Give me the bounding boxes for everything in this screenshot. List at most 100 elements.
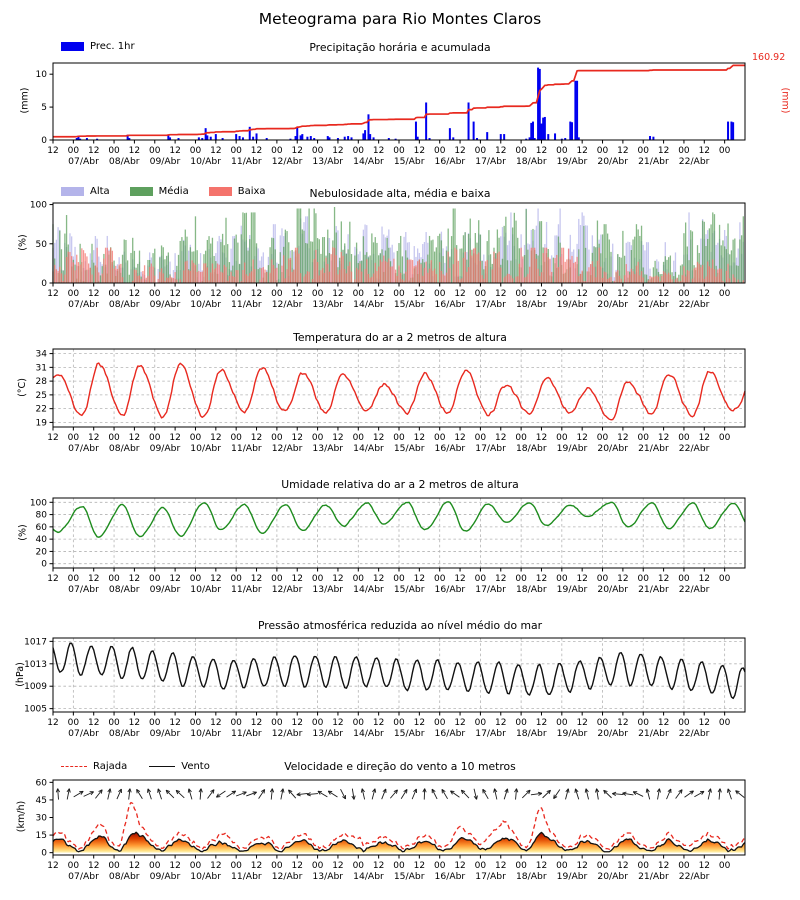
svg-text:00: 00	[597, 146, 609, 156]
svg-text:09/Abr: 09/Abr	[150, 584, 181, 595]
svg-text:12: 12	[292, 861, 303, 871]
panel-title-wind: Velocidade e direção do vento a 10 metro…	[284, 760, 516, 773]
svg-text:15/Abr: 15/Abr	[394, 443, 425, 454]
svg-text:14/Abr: 14/Abr	[353, 156, 384, 167]
svg-text:12: 12	[292, 289, 303, 299]
svg-text:00: 00	[353, 574, 365, 584]
svg-text:13/Abr: 13/Abr	[312, 584, 343, 595]
svg-text:1017: 1017	[24, 637, 47, 647]
svg-text:10: 10	[36, 70, 48, 80]
svg-text:00: 00	[638, 718, 650, 728]
svg-text:08/Abr: 08/Abr	[109, 584, 140, 595]
svg-text:12: 12	[129, 574, 140, 584]
svg-text:08/Abr: 08/Abr	[109, 299, 140, 310]
svg-text:00: 00	[190, 861, 202, 871]
svg-text:00: 00	[149, 289, 161, 299]
svg-text:17/Abr: 17/Abr	[475, 156, 506, 167]
svg-text:12: 12	[454, 718, 465, 728]
panel-title-precipitation: Precipitação horária e acumulada	[309, 41, 491, 54]
svg-text:21/Abr: 21/Abr	[638, 156, 669, 167]
svg-text:12: 12	[699, 574, 710, 584]
panel-title-humidity: Umidade relativa do ar a 2 metros de alt…	[281, 478, 519, 491]
svg-text:13/Abr: 13/Abr	[312, 443, 343, 454]
svg-text:12: 12	[576, 146, 587, 156]
svg-text:12: 12	[454, 433, 465, 443]
svg-text:00: 00	[678, 861, 690, 871]
svg-text:12: 12	[169, 718, 180, 728]
svg-text:00: 00	[597, 289, 609, 299]
svg-text:12/Abr: 12/Abr	[272, 443, 303, 454]
ylabel-pressure: (hPa)	[14, 662, 26, 687]
media-swatch	[129, 187, 153, 196]
svg-text:00: 00	[190, 146, 202, 156]
svg-text:12: 12	[495, 574, 506, 584]
svg-text:00: 00	[638, 146, 650, 156]
svg-text:00: 00	[312, 718, 324, 728]
svg-text:22/Abr: 22/Abr	[679, 156, 710, 167]
svg-text:12: 12	[88, 861, 99, 871]
svg-text:00: 00	[434, 861, 446, 871]
svg-text:60: 60	[36, 778, 48, 788]
svg-text:12: 12	[210, 861, 221, 871]
svg-text:08/Abr: 08/Abr	[109, 871, 140, 882]
ylabel-temperature: (°C)	[16, 378, 28, 397]
svg-text:21/Abr: 21/Abr	[638, 443, 669, 454]
svg-text:45: 45	[36, 796, 47, 806]
svg-text:18/Abr: 18/Abr	[516, 728, 547, 739]
svg-text:12: 12	[169, 574, 180, 584]
svg-text:00: 00	[556, 289, 568, 299]
svg-text:00: 00	[312, 146, 324, 156]
svg-text:40: 40	[36, 535, 48, 545]
svg-text:17/Abr: 17/Abr	[475, 871, 506, 882]
svg-text:00: 00	[515, 861, 527, 871]
svg-text:17/Abr: 17/Abr	[475, 728, 506, 739]
svg-text:12: 12	[699, 289, 710, 299]
svg-text:12: 12	[414, 718, 425, 728]
rajada-swatch	[61, 766, 87, 767]
svg-text:13/Abr: 13/Abr	[312, 871, 343, 882]
svg-text:00: 00	[719, 289, 731, 299]
svg-text:00: 00	[149, 574, 161, 584]
svg-text:12: 12	[576, 718, 587, 728]
svg-text:00: 00	[230, 289, 242, 299]
svg-text:00: 00	[515, 433, 527, 443]
svg-text:15/Abr: 15/Abr	[394, 156, 425, 167]
svg-text:07/Abr: 07/Abr	[68, 584, 99, 595]
svg-text:16/Abr: 16/Abr	[435, 443, 466, 454]
svg-text:13/Abr: 13/Abr	[312, 299, 343, 310]
svg-text:1005: 1005	[24, 705, 47, 715]
svg-text:00: 00	[475, 574, 487, 584]
right-ylabel-precipitation: (mm)	[779, 87, 791, 114]
svg-text:28: 28	[36, 377, 48, 387]
svg-text:00: 00	[597, 433, 609, 443]
svg-text:00: 00	[475, 146, 487, 156]
svg-text:12: 12	[47, 574, 58, 584]
svg-text:16/Abr: 16/Abr	[435, 584, 466, 595]
svg-text:15/Abr: 15/Abr	[394, 728, 425, 739]
svg-text:10/Abr: 10/Abr	[190, 299, 221, 310]
svg-text:19/Abr: 19/Abr	[557, 443, 588, 454]
svg-text:00: 00	[475, 289, 487, 299]
svg-text:00: 00	[638, 861, 650, 871]
svg-text:12: 12	[373, 718, 384, 728]
svg-text:00: 00	[393, 718, 405, 728]
svg-text:12: 12	[414, 861, 425, 871]
svg-text:12: 12	[495, 718, 506, 728]
svg-text:00: 00	[353, 433, 365, 443]
svg-text:00: 00	[108, 718, 120, 728]
svg-text:00: 00	[393, 574, 405, 584]
svg-text:00: 00	[678, 289, 690, 299]
svg-text:100: 100	[30, 201, 47, 211]
svg-text:80: 80	[36, 511, 48, 521]
svg-text:12/Abr: 12/Abr	[272, 584, 303, 595]
svg-text:00: 00	[678, 574, 690, 584]
svg-text:12: 12	[658, 574, 669, 584]
svg-text:19/Abr: 19/Abr	[557, 728, 588, 739]
svg-text:12: 12	[373, 433, 384, 443]
svg-text:10/Abr: 10/Abr	[190, 584, 221, 595]
svg-text:19/Abr: 19/Abr	[557, 871, 588, 882]
svg-text:07/Abr: 07/Abr	[68, 443, 99, 454]
svg-text:00: 00	[393, 146, 405, 156]
svg-text:20: 20	[36, 547, 48, 557]
svg-text:00: 00	[149, 718, 161, 728]
